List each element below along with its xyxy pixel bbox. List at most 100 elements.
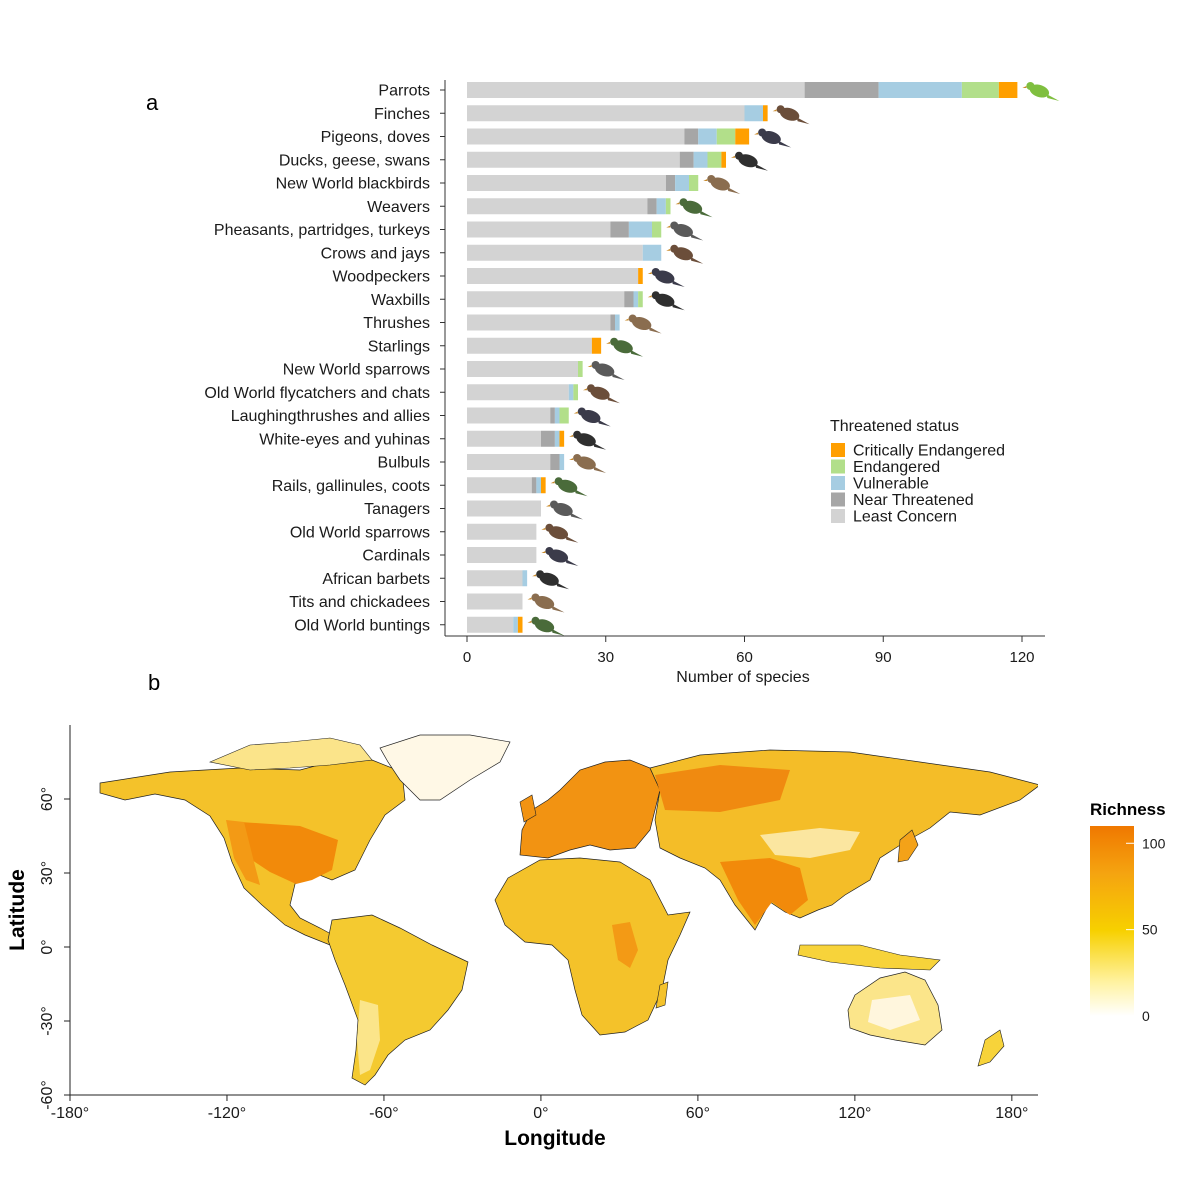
bar-segment-least-concern — [467, 314, 611, 331]
region-australia-interior — [868, 995, 920, 1030]
category-label: Laughingthrushes and allies — [231, 408, 430, 425]
landmass-europe — [519, 759, 661, 859]
colorbar-ticks: 0 50 100 — [1126, 835, 1166, 1024]
bar-segment-near-threatened — [624, 291, 634, 308]
bar-segment-endangered — [559, 407, 569, 424]
bar-segment-endangered — [652, 221, 662, 238]
legend-swatch — [831, 509, 845, 523]
bird-icon — [532, 570, 570, 590]
bar-segment-critically-endangered — [541, 477, 546, 494]
category-label: Old World sparrows — [290, 524, 430, 541]
panel-a-label: a — [146, 90, 159, 115]
bar-segment-endangered — [716, 128, 736, 145]
bar-segment-near-threatened — [665, 175, 676, 191]
legend-label: Critically Endangered — [853, 443, 1005, 460]
bar-segment-vulnerable — [744, 105, 763, 122]
bar-segment-vulnerable — [633, 291, 639, 308]
bar-segment-vulnerable — [656, 198, 666, 215]
legend-swatch — [831, 492, 845, 507]
colorbar-tick-label: 0 — [1142, 1008, 1150, 1024]
bird-icon — [606, 337, 644, 357]
region-russia-west — [655, 765, 790, 812]
bird-icon — [1022, 82, 1060, 101]
bar-segment-endangered — [689, 175, 699, 191]
map-y-tick-label: -60° — [39, 1080, 56, 1110]
category-label: Ducks, geese, swans — [279, 152, 430, 169]
map-x-axis-title: Longitude — [504, 1127, 605, 1150]
bar-segment-least-concern — [467, 407, 551, 424]
region-south-asia — [720, 858, 808, 925]
region-usa-east — [240, 822, 338, 884]
x-axis-ticks: 0 30 60 90 120 — [463, 636, 1035, 666]
bar-segment-critically-endangered — [591, 337, 602, 354]
category-label: Tits and chickadees — [289, 594, 430, 611]
bar-segment-critically-endangered — [721, 151, 727, 168]
landmass-indonesia — [797, 944, 941, 971]
bar-segment-endangered — [573, 384, 579, 401]
bar-segment-near-threatened — [550, 454, 560, 470]
bar-segment-vulnerable — [628, 221, 653, 238]
bar-segment-least-concern — [467, 361, 578, 377]
category-label: Crows and jays — [321, 245, 430, 262]
map-y-ticks: -60° -30° 0° 30° 60° — [39, 787, 70, 1110]
bird-icon — [624, 314, 662, 334]
category-label: Rails, gallinules, coots — [272, 478, 430, 495]
legend: Threatened status Critically EndangeredE… — [830, 418, 1005, 526]
landmass-greenland — [379, 734, 511, 801]
category-labels: Parrots Finches Pigeons, doves Ducks, geese… — [204, 83, 445, 634]
bar-segment-least-concern — [467, 454, 551, 470]
bar-segment-near-threatened — [550, 407, 555, 424]
bird-icon — [647, 291, 685, 311]
bar-segment-least-concern — [467, 547, 537, 563]
bar-segment-near-threatened — [684, 128, 699, 145]
bar-segment-endangered — [961, 82, 999, 98]
bar-segment-least-concern — [467, 337, 592, 354]
bird-icon — [754, 128, 792, 148]
bar-segment-least-concern — [467, 82, 805, 98]
bird-icon — [703, 175, 741, 194]
category-label: Pheasants, partridges, turkeys — [214, 222, 430, 239]
bar-segment-least-concern — [467, 500, 541, 517]
bar-segment-least-concern — [467, 384, 569, 401]
bird-icon — [666, 221, 704, 241]
bird-icon — [772, 105, 810, 125]
legend-label: Least Concern — [853, 509, 957, 526]
bird-icon — [569, 454, 607, 473]
category-label: New World blackbirds — [276, 176, 430, 193]
bird-icon — [731, 151, 768, 171]
bar-segment-near-threatened — [610, 314, 616, 331]
bird-icon — [527, 616, 565, 636]
bar-segment-near-threatened — [610, 221, 629, 238]
map-x-tick-label: 180° — [995, 1105, 1028, 1122]
map-y-tick-label: 0° — [39, 939, 56, 954]
bar-segment-endangered — [665, 198, 671, 215]
bar-segment-least-concern — [467, 291, 625, 308]
colorbar-gradient — [1090, 826, 1134, 1016]
legend-swatch — [831, 459, 845, 474]
map-y-tick-label: 60° — [39, 787, 56, 811]
legend-swatch — [831, 443, 845, 457]
category-label: Finches — [374, 106, 430, 123]
category-label: Waxbills — [371, 292, 430, 309]
category-label: Cardinals — [362, 548, 430, 565]
region-usa-west — [226, 820, 260, 885]
region-africa-east — [612, 922, 638, 968]
bar-segment-least-concern — [467, 570, 523, 587]
region-mongolia-china — [760, 828, 860, 858]
colorbar-tick-label: 100 — [1142, 835, 1166, 851]
bar-segment-least-concern — [467, 175, 666, 191]
x-tick-label: 120 — [1009, 649, 1034, 666]
map-panel: -180° -120° -60° 0° 60° 120° 180° -60° -30° 0° 30… — [6, 725, 1166, 1150]
map-x-tick-label: 0° — [533, 1105, 548, 1122]
landmass-british-isles — [519, 794, 537, 823]
bar-segment-near-threatened — [541, 430, 555, 447]
bird-icon — [550, 477, 588, 497]
category-label: Bulbuls — [378, 455, 430, 472]
x-tick-label: 90 — [875, 649, 892, 666]
colorbar-tick-label: 50 — [1142, 922, 1158, 938]
bird-icon — [647, 268, 685, 287]
legend-title: Threatened status — [830, 418, 959, 435]
bird-icon — [666, 244, 704, 264]
bird-icon — [527, 593, 565, 613]
